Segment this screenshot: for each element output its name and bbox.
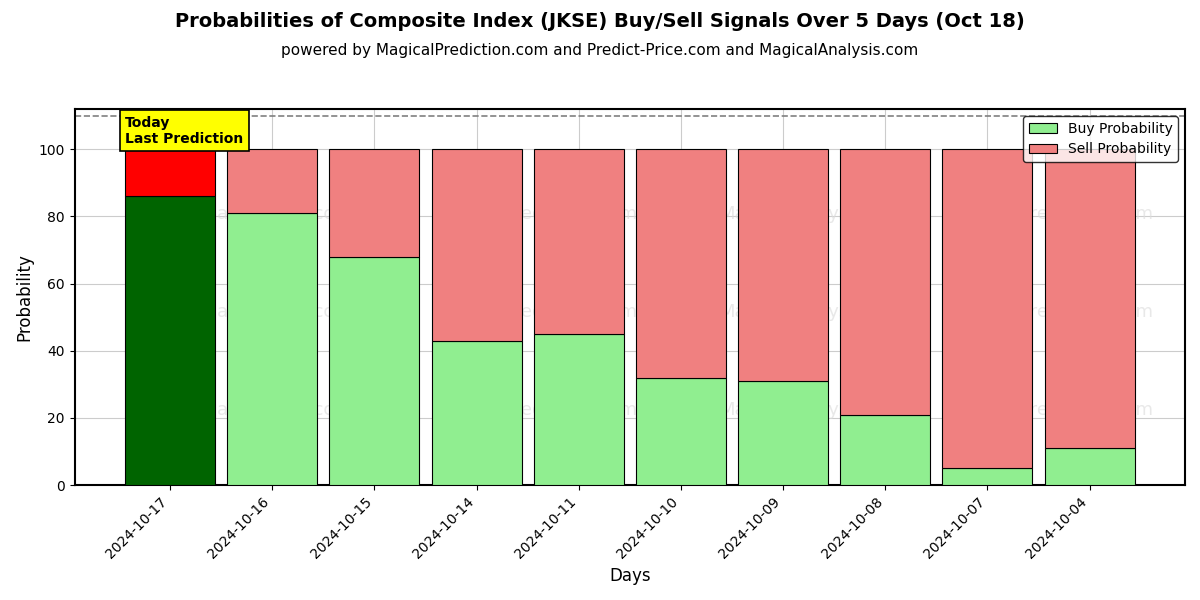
Legend: Buy Probability, Sell Probability: Buy Probability, Sell Probability (1024, 116, 1178, 162)
Bar (330, 257, 419, 485)
Bar (636, 149, 726, 377)
Bar (840, 149, 930, 415)
Bar (738, 381, 828, 485)
Text: MagicalPrediction.com: MagicalPrediction.com (950, 205, 1153, 223)
Bar (534, 334, 624, 485)
Bar (534, 149, 624, 334)
Bar (330, 149, 419, 257)
Text: MagicalAnalysis.com: MagicalAnalysis.com (164, 401, 352, 419)
Text: MagicalPrediction.com: MagicalPrediction.com (950, 303, 1153, 321)
Bar (636, 377, 726, 485)
Bar (227, 213, 317, 485)
Bar (432, 341, 522, 485)
Bar (840, 415, 930, 485)
Text: powered by MagicalPrediction.com and Predict-Price.com and MagicalAnalysis.com: powered by MagicalPrediction.com and Pre… (281, 43, 919, 58)
Bar (125, 196, 215, 485)
Bar (227, 149, 317, 213)
Text: MagicalPrediction.com: MagicalPrediction.com (950, 401, 1153, 419)
Text: MagicalAnalysis.com: MagicalAnalysis.com (719, 303, 907, 321)
Text: MagicalAnalysis.com: MagicalAnalysis.com (164, 303, 352, 321)
X-axis label: Days: Days (610, 567, 650, 585)
Text: MagicalAnalysis.com: MagicalAnalysis.com (719, 205, 907, 223)
Text: Probabilities of Composite Index (JKSE) Buy/Sell Signals Over 5 Days (Oct 18): Probabilities of Composite Index (JKSE) … (175, 12, 1025, 31)
Bar (432, 149, 522, 341)
Bar (942, 149, 1032, 469)
Text: MagicalPrediction.com: MagicalPrediction.com (434, 303, 637, 321)
Bar (125, 149, 215, 196)
Bar (1045, 149, 1134, 448)
Text: Today
Last Prediction: Today Last Prediction (125, 116, 244, 146)
Text: MagicalAnalysis.com: MagicalAnalysis.com (719, 401, 907, 419)
Text: MagicalAnalysis.com: MagicalAnalysis.com (164, 205, 352, 223)
Text: MagicalPrediction.com: MagicalPrediction.com (434, 205, 637, 223)
Bar (738, 149, 828, 381)
Bar (942, 469, 1032, 485)
Y-axis label: Probability: Probability (16, 253, 34, 341)
Bar (1045, 448, 1134, 485)
Text: MagicalPrediction.com: MagicalPrediction.com (434, 401, 637, 419)
